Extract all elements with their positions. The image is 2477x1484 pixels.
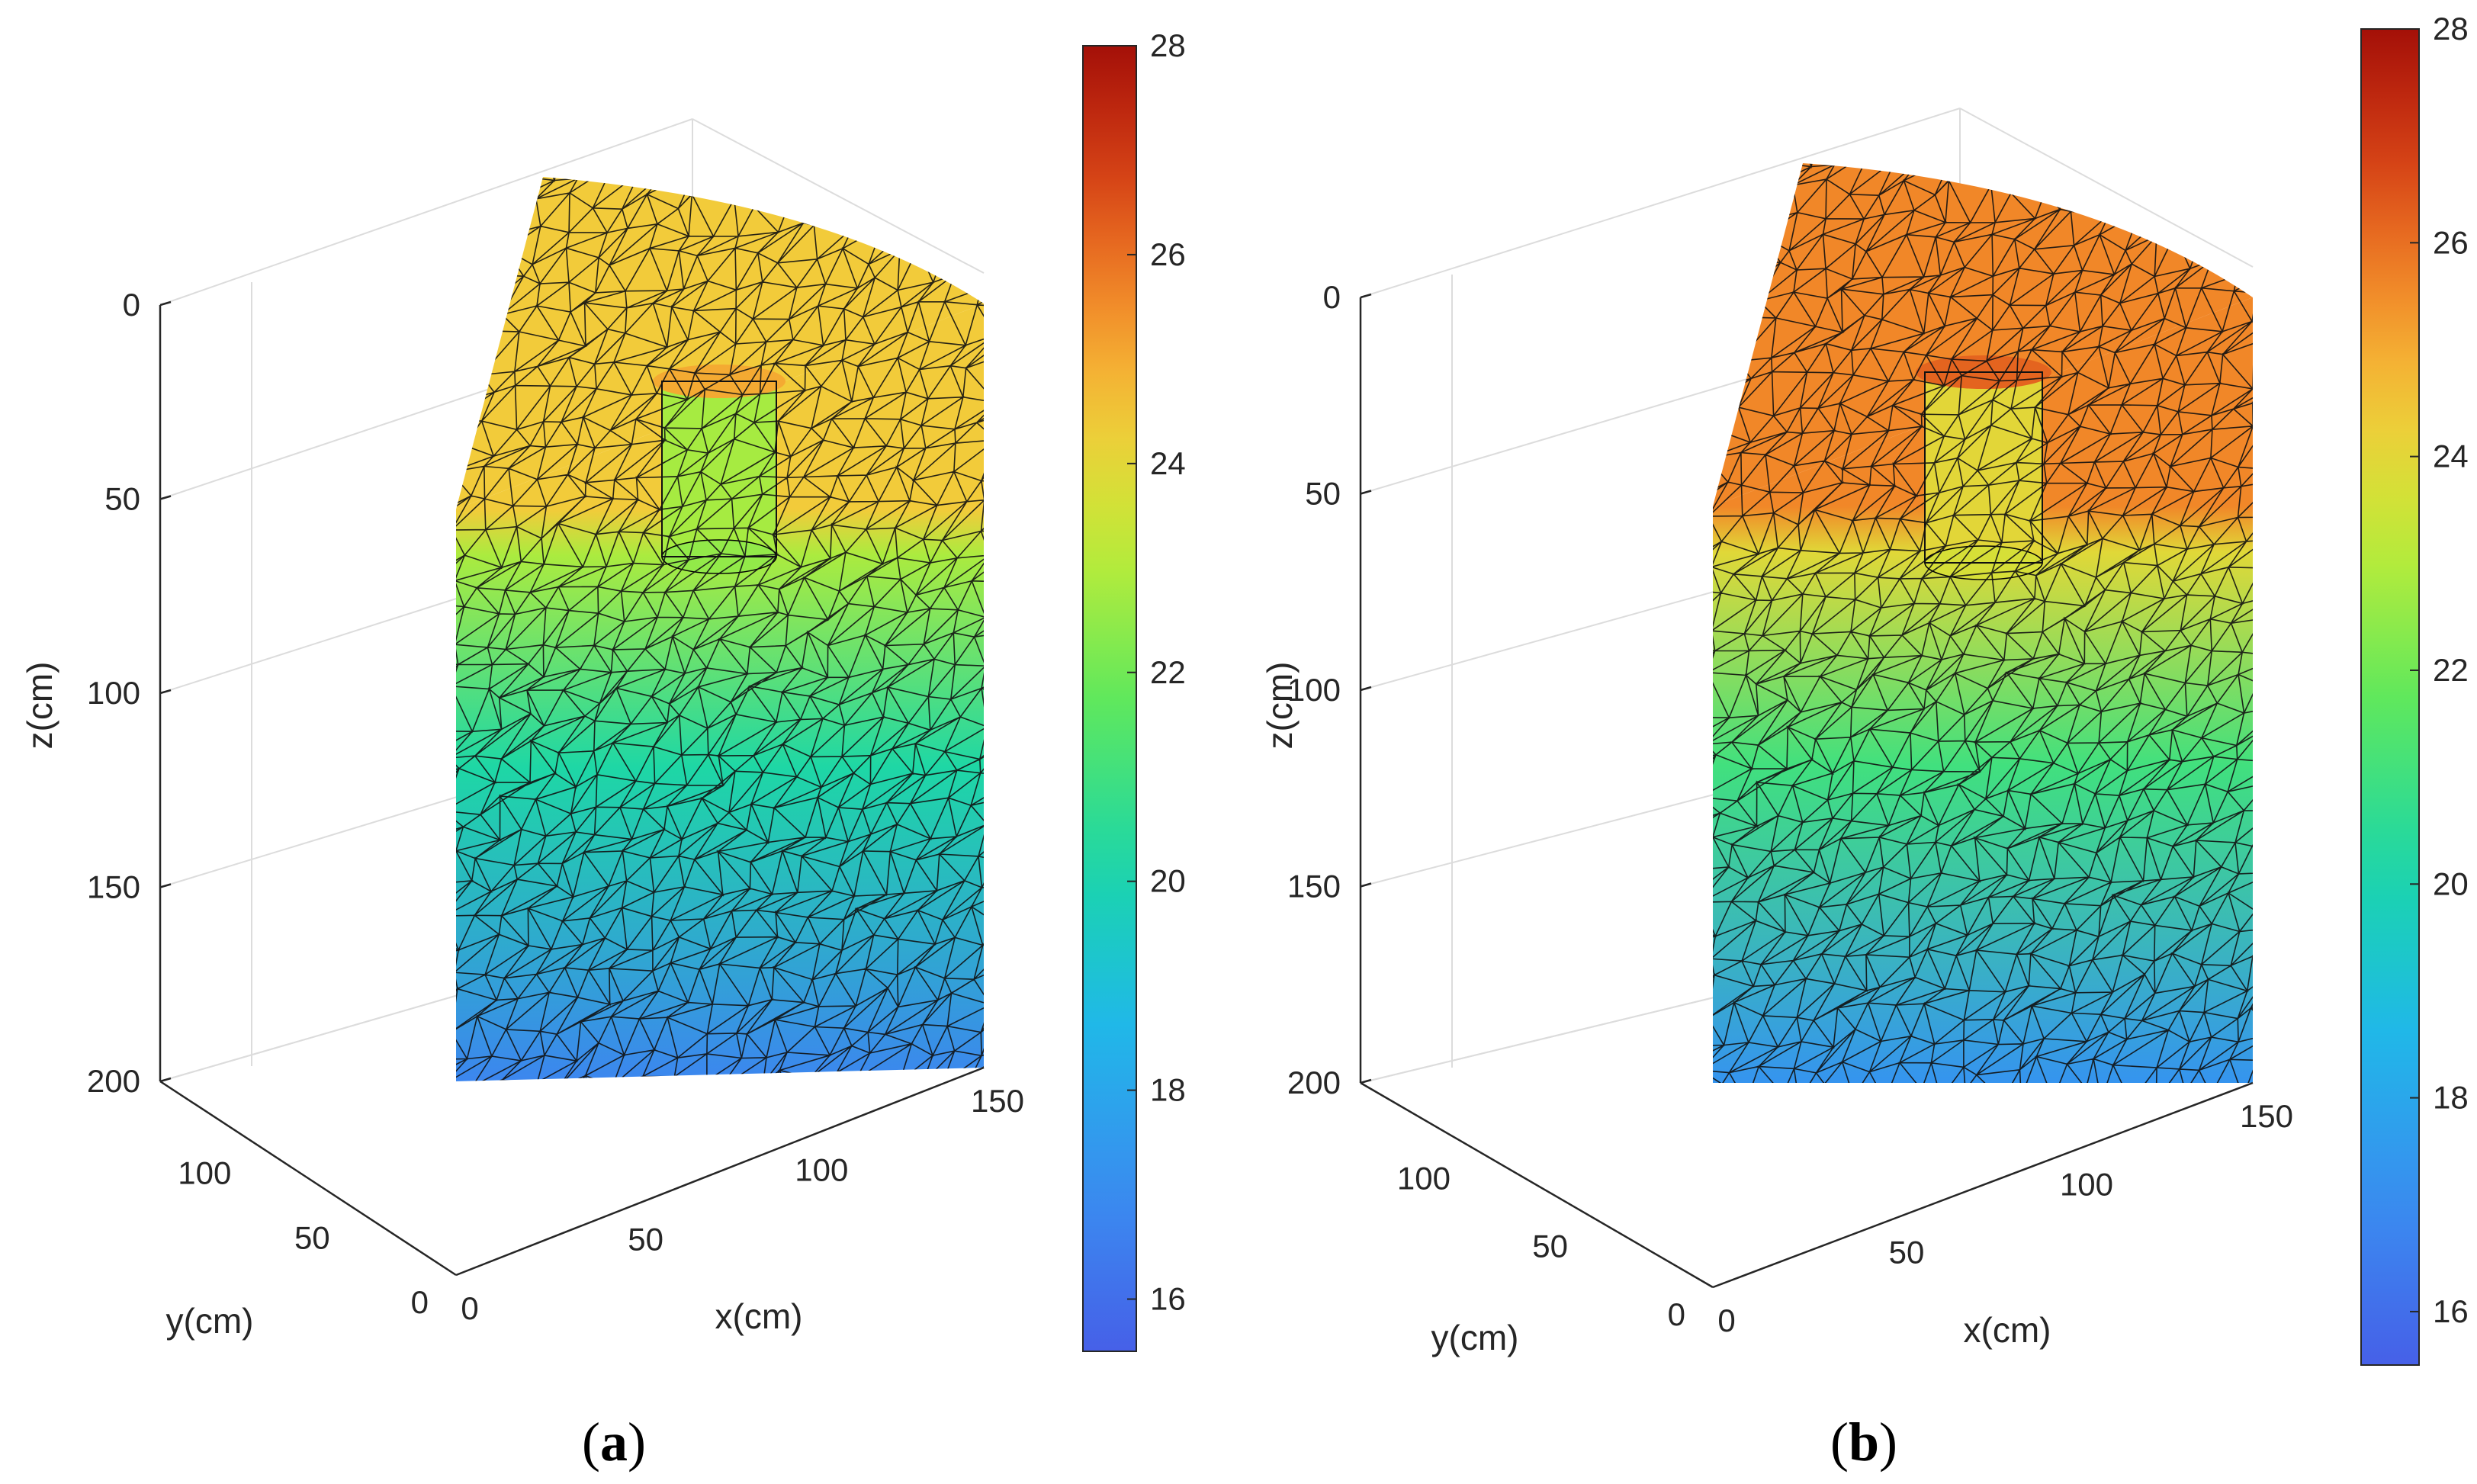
grid-line bbox=[159, 118, 693, 306]
grid-line bbox=[1959, 108, 2254, 268]
heater-outline bbox=[1924, 371, 2043, 564]
colorbar-tick-label: 22 bbox=[1150, 654, 1186, 690]
y-tick-label: 50 bbox=[294, 1219, 330, 1255]
z-tick-label: 150 bbox=[1287, 869, 1341, 904]
y-axis-line bbox=[159, 1080, 457, 1277]
z-tick-mark bbox=[159, 495, 172, 500]
z-tick-label: 150 bbox=[87, 869, 140, 905]
z-tick-mark bbox=[159, 1077, 172, 1083]
x-axis-line bbox=[455, 1066, 985, 1277]
z-tick-label: 100 bbox=[1287, 672, 1341, 708]
panel-caption: (a) bbox=[582, 1412, 646, 1473]
z-axis-label: z(cm) bbox=[20, 662, 59, 750]
z-tick-label: 0 bbox=[1323, 279, 1341, 315]
x-axis-line bbox=[1712, 1081, 2254, 1289]
z-tick-label: 100 bbox=[87, 675, 140, 711]
y-tick-label: 0 bbox=[411, 1284, 429, 1320]
heater-outline bbox=[661, 381, 777, 557]
z-tick-mark bbox=[1360, 882, 1372, 888]
colorbar-tick-label: 20 bbox=[2433, 866, 2469, 901]
y-axis-label: y(cm) bbox=[166, 1301, 254, 1341]
x-tick-label: 50 bbox=[628, 1221, 663, 1257]
x-tick-label: 100 bbox=[2060, 1166, 2113, 1202]
y-tick-label: 0 bbox=[1668, 1296, 1685, 1332]
y-tick-label: 100 bbox=[178, 1155, 231, 1191]
z-tick-label: 50 bbox=[104, 481, 140, 517]
panel-b: 0 50 100 150 200 0 50 100 0 50 100 150 z(cm) y(cm) x(c… bbox=[1238, 0, 2477, 1484]
z-tick-label: 0 bbox=[123, 287, 140, 323]
panel-caption: (b) bbox=[1830, 1412, 1897, 1473]
colorbar-tick-label: 26 bbox=[2433, 224, 2469, 260]
colorbar-tick-label: 16 bbox=[2433, 1293, 2469, 1329]
z-tick-mark bbox=[1360, 490, 1372, 495]
colorbar-tick-label: 16 bbox=[1150, 1281, 1186, 1317]
colorbar-tick-label: 24 bbox=[2433, 438, 2469, 474]
z-tick-mark bbox=[1360, 1078, 1372, 1084]
panel-b-svg: 0 50 100 150 200 0 50 100 0 50 100 150 z(cm) y(cm) x(c… bbox=[1260, 11, 2469, 1473]
y-axis-label: y(cm) bbox=[1431, 1318, 1519, 1357]
colorbar-tick-label: 22 bbox=[2433, 652, 2469, 688]
x-tick-label: 0 bbox=[461, 1290, 478, 1326]
top-face bbox=[456, 177, 984, 509]
z-tick-label: 200 bbox=[87, 1063, 140, 1099]
z-axis-label: z(cm) bbox=[1260, 662, 1300, 750]
colorbar-tick-label: 18 bbox=[1150, 1072, 1186, 1108]
z-tick-mark bbox=[159, 883, 172, 888]
z-tick-mark bbox=[1360, 293, 1372, 299]
x-tick-label: 50 bbox=[1889, 1235, 1925, 1270]
x-tick-label: 150 bbox=[971, 1083, 1024, 1119]
top-face bbox=[1713, 163, 2253, 506]
x-tick-label: 0 bbox=[1717, 1303, 1735, 1338]
colorbar-tick-label: 20 bbox=[1150, 863, 1186, 899]
colorbar bbox=[1082, 45, 1137, 1352]
grid-line bbox=[1360, 108, 1961, 298]
panel-a: 0 50 100 150 200 0 50 100 0 50 100 150 z(cm) y(cm) x(c… bbox=[0, 0, 1238, 1484]
y-axis-line bbox=[1360, 1081, 1714, 1289]
colorbar-tick-label: 28 bbox=[1150, 27, 1186, 63]
axes-lines bbox=[1359, 293, 2254, 1289]
z-tick-mark bbox=[159, 300, 172, 307]
z-tick-mark bbox=[1360, 686, 1372, 692]
colorbar-tick-label: 28 bbox=[2433, 11, 2469, 47]
colorbar bbox=[2360, 28, 2420, 1366]
z-tick-label: 200 bbox=[1287, 1065, 1341, 1100]
x-tick-label: 100 bbox=[795, 1152, 848, 1188]
colorbar-tick-label: 26 bbox=[1150, 236, 1186, 272]
y-tick-label: 50 bbox=[1532, 1229, 1568, 1264]
z-tick-label: 50 bbox=[1305, 476, 1341, 512]
x-axis-label: x(cm) bbox=[1964, 1310, 2051, 1350]
panel-a-svg: 0 50 100 150 200 0 50 100 0 50 100 150 z(cm) y(cm) x(c… bbox=[20, 27, 1186, 1473]
x-tick-label: 150 bbox=[2240, 1098, 2293, 1134]
z-tick-mark bbox=[159, 689, 172, 695]
x-axis-label: x(cm) bbox=[715, 1296, 803, 1336]
colorbar-tick-label: 24 bbox=[1150, 445, 1186, 481]
grid-line bbox=[692, 118, 985, 274]
colorbar-tick-label: 18 bbox=[2433, 1080, 2469, 1116]
axes-lines bbox=[159, 300, 985, 1277]
y-tick-label: 100 bbox=[1397, 1160, 1451, 1196]
